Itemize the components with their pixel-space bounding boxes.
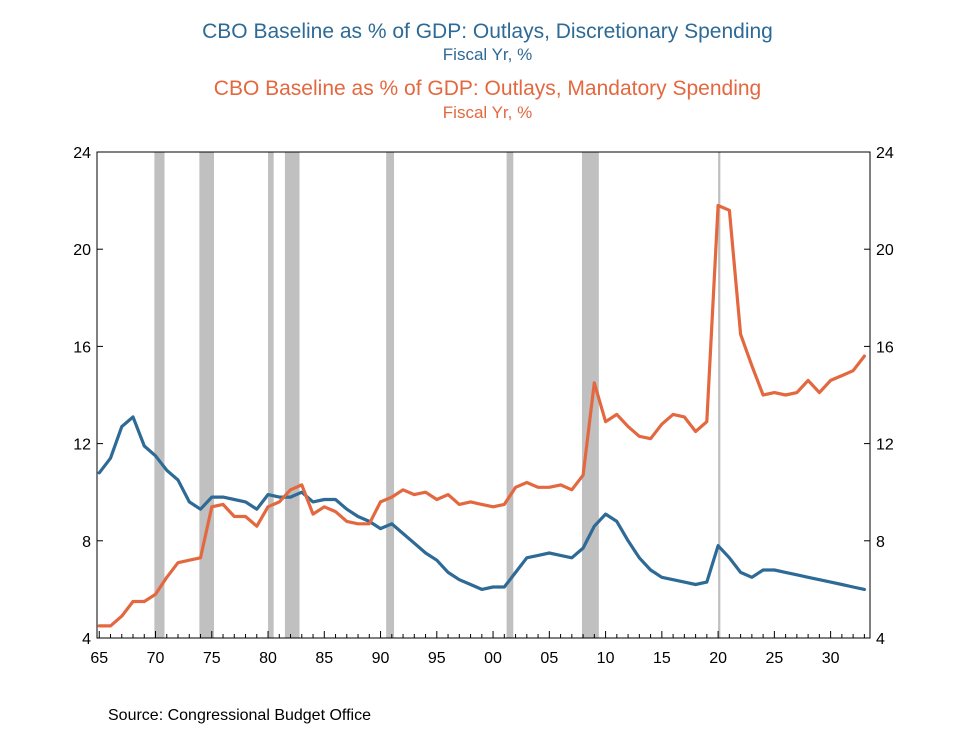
x-tick-label: 05: [540, 650, 558, 667]
y-tick-label-left: 8: [82, 534, 91, 551]
x-tick-label: 25: [765, 650, 783, 667]
x-tick-label: 75: [203, 650, 221, 667]
recession-band: [154, 152, 165, 638]
y-tick-label-right: 20: [876, 242, 894, 259]
recession-band: [199, 152, 215, 638]
recession-band: [268, 152, 274, 638]
series-line-discretionary: [97, 415, 866, 591]
chart-subtitle-mandatory: Fiscal Yr, %: [442, 103, 533, 122]
recession-band: [284, 152, 300, 638]
x-tick-label: 90: [372, 650, 390, 667]
x-tick-label: 15: [653, 650, 671, 667]
x-tick-label: 30: [822, 650, 840, 667]
x-tick-label: 85: [315, 650, 333, 667]
y-tick-label-right: 4: [876, 631, 885, 648]
y-tick-label-left: 20: [73, 242, 91, 259]
x-tick-label: 65: [90, 650, 108, 667]
x-tick-label: 80: [259, 650, 277, 667]
y-tick-label-left: 16: [73, 339, 91, 356]
y-tick-label-right: 24: [876, 145, 894, 162]
source-note: Source: Congressional Budget Office: [108, 707, 371, 724]
x-tick-label: 10: [597, 650, 615, 667]
recession-band: [386, 152, 395, 638]
series-line-mandatory: [97, 203, 866, 628]
recession-band: [506, 152, 514, 638]
x-tick-label: 20: [709, 650, 727, 667]
recession-band: [581, 152, 599, 638]
chart-title-discretionary: CBO Baseline as % of GDP: Outlays, Discr…: [202, 20, 773, 43]
y-tick-label-left: 4: [82, 631, 91, 648]
y-tick-label-left: 24: [73, 145, 91, 162]
x-tick-label: 95: [428, 650, 446, 667]
y-tick-label-left: 12: [73, 437, 91, 454]
x-tick-label: 00: [484, 650, 502, 667]
plot-frame: [96, 151, 871, 639]
y-tick-label-right: 8: [876, 534, 885, 551]
y-tick-label-right: 12: [876, 437, 894, 454]
x-tick-label: 70: [147, 650, 165, 667]
y-tick-label-right: 16: [876, 339, 894, 356]
chart-subtitle-discretionary: Fiscal Yr, %: [442, 45, 533, 64]
recession-band: [718, 152, 721, 638]
chart-title-mandatory: CBO Baseline as % of GDP: Outlays, Manda…: [213, 77, 762, 100]
